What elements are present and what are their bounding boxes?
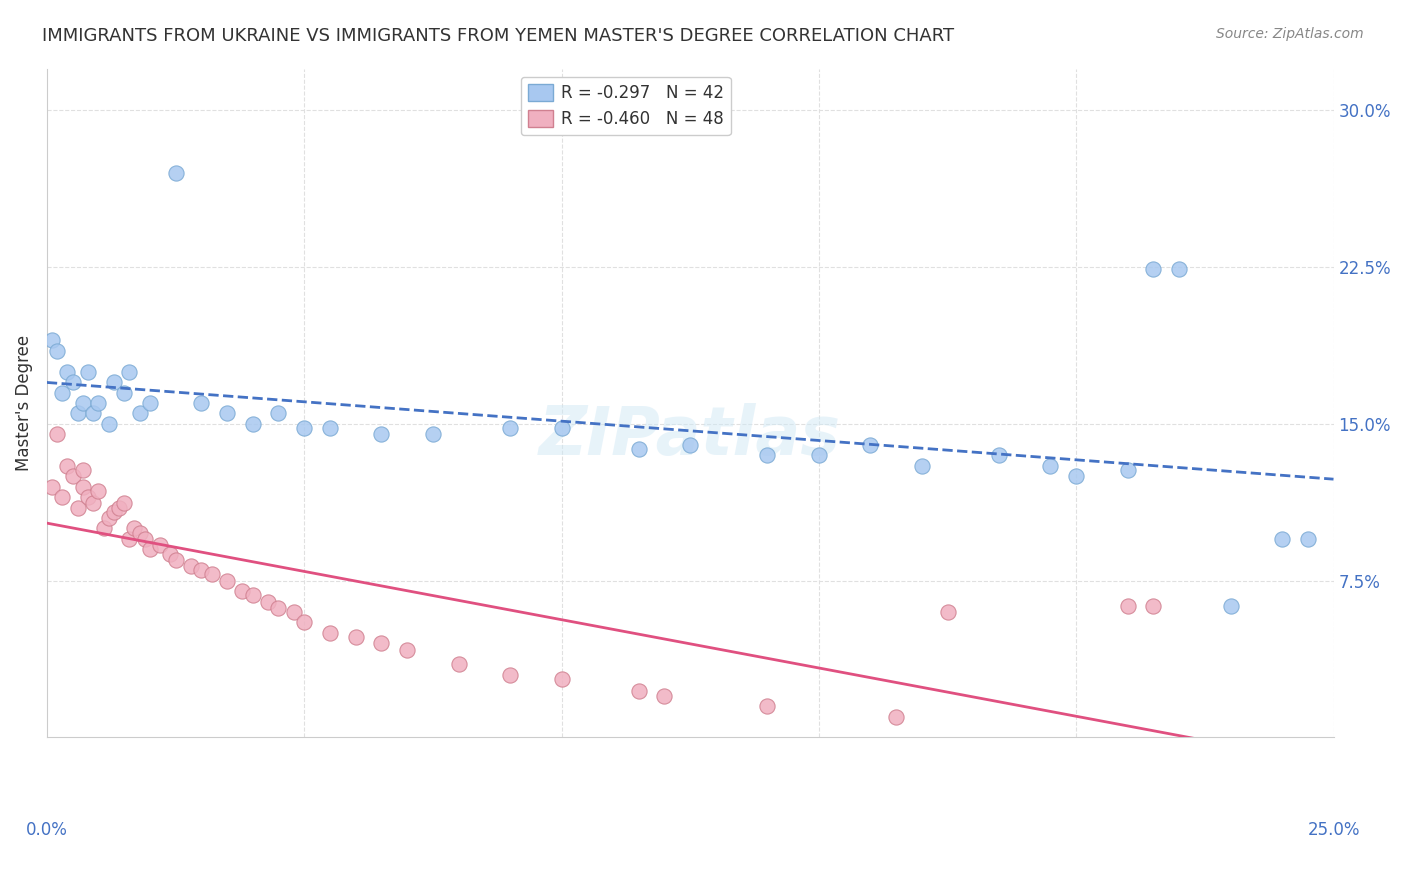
Point: [627, 684, 650, 698]
Point: [1039, 458, 1062, 473]
Point: [215, 574, 238, 588]
Point: [124, 521, 146, 535]
Point: [679, 438, 702, 452]
Text: 0.0%: 0.0%: [25, 821, 67, 839]
Text: IMMIGRANTS FROM UKRAINE VS IMMIGRANTS FROM YEMEN MASTER'S DEGREE CORRELATION CHA: IMMIGRANTS FROM UKRAINE VS IMMIGRANTS FR…: [42, 27, 955, 45]
Point: [128, 525, 150, 540]
Legend: R = -0.297   N = 42, R = -0.460   N = 48: R = -0.297 N = 42, R = -0.460 N = 48: [522, 77, 731, 135]
Point: [627, 442, 650, 456]
Point: [242, 588, 264, 602]
Point: [87, 483, 110, 498]
Point: [46, 427, 69, 442]
Point: [159, 547, 181, 561]
Point: [215, 407, 238, 421]
Point: [66, 407, 89, 421]
Point: [139, 396, 162, 410]
Point: [56, 365, 79, 379]
Point: [118, 532, 141, 546]
Point: [41, 333, 63, 347]
Point: [97, 511, 120, 525]
Point: [1219, 599, 1241, 613]
Point: [267, 407, 290, 421]
Point: [1116, 599, 1139, 613]
Point: [62, 375, 84, 389]
Point: [200, 567, 222, 582]
Text: 25.0%: 25.0%: [1308, 821, 1360, 839]
Point: [190, 563, 212, 577]
Point: [190, 396, 212, 410]
Point: [654, 689, 676, 703]
Point: [396, 642, 419, 657]
Point: [180, 559, 202, 574]
Text: ZIPatlas: ZIPatlas: [540, 403, 841, 469]
Point: [292, 615, 315, 630]
Point: [370, 636, 392, 650]
Point: [257, 594, 280, 608]
Point: [231, 584, 253, 599]
Point: [66, 500, 89, 515]
Point: [319, 626, 342, 640]
Point: [988, 448, 1011, 462]
Point: [550, 421, 572, 435]
Point: [118, 365, 141, 379]
Point: [292, 421, 315, 435]
Point: [72, 480, 94, 494]
Point: [134, 532, 156, 546]
Point: [46, 343, 69, 358]
Point: [149, 538, 172, 552]
Point: [807, 448, 830, 462]
Point: [93, 521, 115, 535]
Point: [1168, 262, 1191, 277]
Point: [1142, 262, 1164, 277]
Point: [756, 448, 779, 462]
Point: [550, 672, 572, 686]
Point: [51, 385, 73, 400]
Point: [97, 417, 120, 431]
Point: [165, 166, 187, 180]
Point: [82, 496, 104, 510]
Point: [859, 438, 882, 452]
Point: [344, 630, 367, 644]
Point: [72, 396, 94, 410]
Point: [319, 421, 342, 435]
Point: [41, 480, 63, 494]
Point: [139, 542, 162, 557]
Point: [283, 605, 305, 619]
Point: [936, 605, 959, 619]
Point: [911, 458, 934, 473]
Point: [242, 417, 264, 431]
Point: [72, 463, 94, 477]
Point: [77, 490, 100, 504]
Point: [62, 469, 84, 483]
Point: [112, 496, 135, 510]
Point: [267, 600, 290, 615]
Point: [103, 505, 125, 519]
Point: [1142, 599, 1164, 613]
Point: [103, 375, 125, 389]
Point: [56, 458, 79, 473]
Point: [108, 500, 131, 515]
Point: [370, 427, 392, 442]
Point: [422, 427, 444, 442]
Point: [1116, 463, 1139, 477]
Point: [1064, 469, 1087, 483]
Point: [128, 407, 150, 421]
Point: [1271, 532, 1294, 546]
Point: [51, 490, 73, 504]
Point: [447, 657, 470, 672]
Text: Source: ZipAtlas.com: Source: ZipAtlas.com: [1216, 27, 1364, 41]
Point: [165, 553, 187, 567]
Point: [82, 407, 104, 421]
Point: [87, 396, 110, 410]
Point: [884, 709, 907, 723]
Point: [112, 385, 135, 400]
Point: [756, 699, 779, 714]
Point: [77, 365, 100, 379]
Point: [1296, 532, 1319, 546]
Point: [499, 667, 522, 681]
Y-axis label: Master's Degree: Master's Degree: [15, 334, 32, 471]
Point: [499, 421, 522, 435]
